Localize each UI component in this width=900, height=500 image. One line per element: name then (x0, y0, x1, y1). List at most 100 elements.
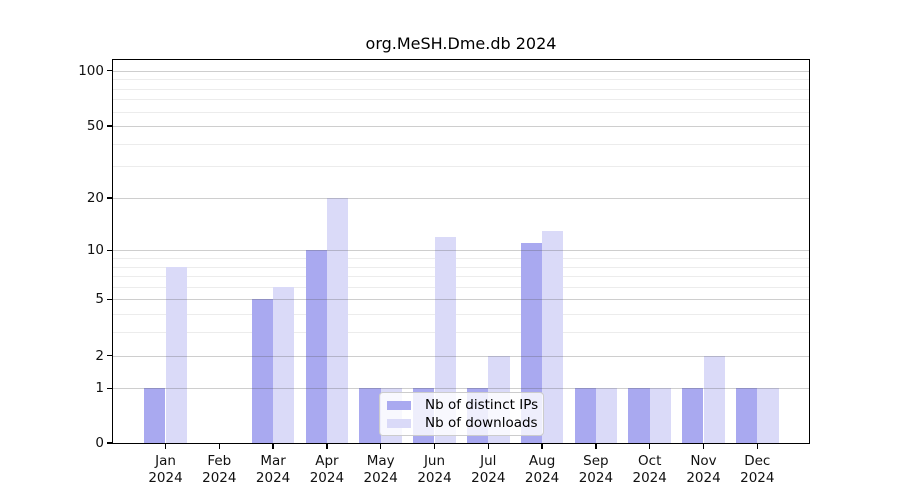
legend: Nb of distinct IPs Nb of downloads (379, 392, 544, 436)
minor-gridline (113, 332, 809, 334)
bar-jan-downloads (165, 266, 187, 443)
x-tick-mark (487, 444, 489, 449)
y-tick-label: 1 (95, 380, 104, 397)
x-tick-month: Jun (423, 453, 446, 469)
x-tick-year: 2024 (309, 470, 345, 486)
major-gridline (113, 388, 809, 390)
x-tick-year: 2024 (740, 470, 775, 486)
x-tick-year: 2024 (363, 470, 398, 486)
x-tick-label-jul: Jul 2024 (460, 453, 516, 487)
x-tick-month: Apr (315, 453, 339, 469)
bar-mar-downloads (273, 286, 295, 443)
bar-mar-distinct-ips (251, 299, 274, 443)
y-tick-mark (107, 298, 113, 301)
x-tick-year: 2024 (255, 470, 291, 486)
x-tick-label-feb: Feb 2024 (191, 453, 247, 487)
x-tick-year: 2024 (578, 470, 614, 486)
x-tick-month: May (366, 453, 395, 469)
x-tick-month: Sep (583, 453, 609, 469)
y-tick-label: 10 (86, 242, 104, 259)
x-tick-label-may: May 2024 (353, 453, 409, 487)
y-tick-mark (107, 70, 113, 72)
x-tick-label-apr: Apr 2024 (299, 453, 355, 487)
x-tick-month: Jan (155, 453, 176, 469)
x-tick-mark (702, 444, 705, 449)
bar-dec-downloads (757, 388, 779, 443)
y-tick-label: 0 (95, 435, 104, 451)
minor-gridline (113, 111, 809, 113)
minor-gridline (113, 88, 809, 90)
bar-nov-downloads (703, 355, 725, 443)
y-tick-mark (107, 354, 113, 357)
legend-label-distinct-ips: Nb of distinct IPs (425, 397, 539, 413)
x-tick-month: Oct (638, 453, 662, 469)
x-tick-year: 2024 (632, 470, 667, 486)
legend-label-downloads: Nb of downloads (425, 415, 538, 431)
bar-jun-downloads (434, 236, 456, 443)
bar-oct-distinct-ips (628, 388, 650, 443)
x-tick-month: Aug (528, 453, 556, 469)
y-tick-label: 20 (86, 189, 104, 206)
legend-entry-distinct-ips: Nb of distinct IPs (387, 397, 539, 413)
x-tick-mark (380, 444, 382, 449)
x-tick-mark (164, 444, 167, 449)
minor-gridline (113, 258, 809, 259)
x-tick-label-jan: Jan 2024 (138, 453, 194, 487)
minor-gridline (113, 266, 809, 268)
x-tick-month: Mar (260, 453, 286, 469)
legend-entry-downloads: Nb of downloads (387, 415, 538, 431)
x-tick-label-dec: Dec 2024 (729, 453, 785, 487)
bar-sep-distinct-ips (574, 388, 596, 443)
x-tick-label-oct: Oct 2024 (622, 453, 678, 487)
minor-gridline (113, 99, 809, 101)
minor-gridline (113, 79, 809, 81)
minor-gridline (113, 143, 809, 145)
y-tick-mark (107, 125, 113, 127)
x-tick-year: 2024 (524, 470, 560, 486)
x-tick-label-sep: Sep 2024 (568, 453, 624, 487)
x-tick-month: Dec (744, 453, 771, 469)
bar-dec-distinct-ips (735, 388, 758, 443)
x-tick-label-aug: Aug 2024 (514, 453, 570, 487)
x-tick-month: Nov (690, 453, 717, 469)
major-gridline (113, 70, 809, 72)
x-tick-year: 2024 (148, 470, 183, 486)
bar-nov-distinct-ips (682, 388, 704, 443)
major-gridline (113, 250, 809, 252)
bar-apr-downloads (326, 197, 349, 443)
x-tick-month: Feb (207, 453, 232, 469)
bar-aug-downloads (542, 230, 564, 443)
x-tick-mark (756, 444, 758, 449)
y-tick-mark (107, 249, 113, 251)
y-tick-label: 100 (78, 62, 104, 79)
y-tick-mark (107, 387, 113, 390)
x-tick-mark (541, 444, 543, 449)
bar-jan-distinct-ips (144, 388, 166, 443)
x-tick-mark (272, 444, 274, 449)
y-tick-label: 50 (86, 118, 104, 134)
x-tick-year: 2024 (471, 470, 506, 486)
minor-gridline (113, 166, 809, 168)
legend-swatch-downloads (387, 418, 411, 428)
x-tick-mark (649, 444, 651, 449)
minor-gridline (113, 286, 809, 288)
minor-gridline (113, 314, 809, 316)
y-tick-label: 5 (95, 291, 104, 308)
major-gridline (113, 126, 809, 127)
x-tick-label-jun: Jun 2024 (407, 453, 463, 487)
y-tick-mark (107, 442, 113, 444)
x-tick-mark (218, 444, 220, 449)
major-gridline (113, 355, 809, 357)
bar-oct-downloads (649, 388, 672, 443)
x-tick-year: 2024 (686, 470, 721, 486)
x-tick-year: 2024 (417, 470, 452, 486)
x-tick-label-nov: Nov 2024 (676, 453, 732, 487)
x-tick-month: Jul (480, 453, 497, 469)
major-gridline (113, 299, 809, 301)
x-tick-mark (433, 444, 436, 449)
x-tick-year: 2024 (202, 470, 237, 486)
